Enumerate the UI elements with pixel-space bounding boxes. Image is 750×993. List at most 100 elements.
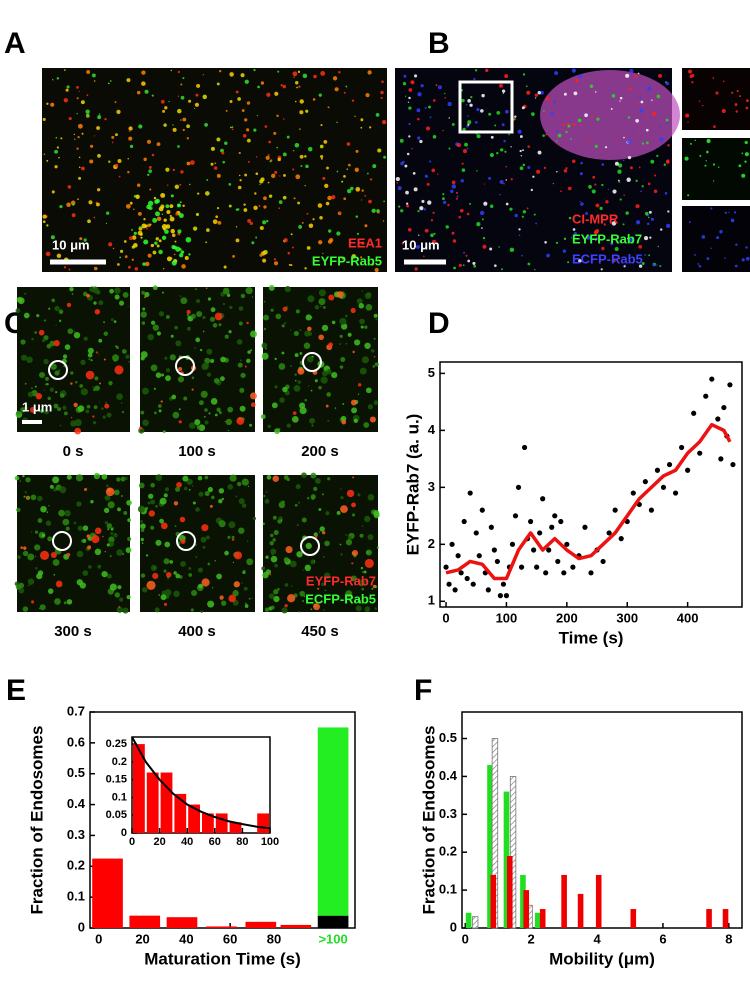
speckle [260, 177, 265, 182]
speckle [607, 188, 609, 191]
speckle [579, 172, 583, 176]
speckle [501, 89, 506, 93]
speckle [140, 311, 147, 318]
speckle [93, 216, 96, 219]
data-point [600, 558, 606, 565]
data-point [464, 575, 470, 582]
speckle [480, 109, 484, 113]
speckle [86, 404, 91, 409]
speckle [479, 210, 485, 216]
speckle [136, 90, 141, 95]
speckle [358, 579, 366, 587]
speckle [617, 169, 622, 174]
speckle [43, 358, 49, 365]
data-point [485, 587, 491, 593]
speckle [360, 199, 363, 201]
speckle [140, 236, 143, 239]
speckle [481, 227, 483, 229]
data-point [531, 547, 537, 553]
speckle [645, 141, 649, 145]
speckle [34, 530, 39, 534]
speckle [721, 109, 726, 114]
speckle [147, 200, 154, 207]
speckle [481, 93, 485, 98]
speckle [355, 186, 361, 192]
speckle [340, 505, 348, 513]
speckle [272, 538, 276, 542]
speckle [357, 493, 361, 497]
speckle [374, 267, 379, 273]
speckle [731, 91, 734, 94]
speckle [286, 423, 291, 428]
speckle [336, 291, 344, 299]
speckle [93, 135, 96, 137]
speckle [64, 509, 71, 517]
speckle [622, 223, 625, 226]
speckle [192, 226, 198, 231]
speckle [180, 170, 184, 174]
speckle [218, 488, 225, 494]
speckle [656, 94, 661, 99]
speckle [310, 494, 316, 500]
chart: 00.10.20.30.40.50.60.70 20 40 60 80 >100Matur… [27, 703, 356, 968]
speckle [195, 298, 201, 304]
speckle [274, 563, 278, 568]
speckle [629, 166, 633, 170]
speckle [178, 408, 181, 411]
speckle [198, 424, 206, 432]
speckle [173, 501, 179, 506]
speckle [160, 522, 168, 530]
speckle [595, 203, 600, 208]
speckle [270, 548, 277, 555]
speckle [70, 382, 73, 385]
speckle [117, 159, 122, 164]
speckle [237, 362, 243, 368]
y-tick-label: 3 [428, 479, 435, 494]
speckle [140, 520, 144, 523]
speckle [42, 214, 47, 219]
speckle [488, 112, 492, 116]
speckle [78, 90, 80, 92]
speckle [250, 392, 257, 400]
speckle [141, 70, 146, 75]
panel-label: A [4, 27, 26, 60]
x-tick-label: 6 [659, 931, 666, 946]
speckle [253, 128, 257, 132]
speckle [689, 142, 692, 145]
speckle [220, 356, 226, 363]
speckle [59, 393, 65, 398]
speckle [205, 287, 208, 289]
speckle [299, 329, 302, 332]
speckle [148, 165, 152, 169]
speckle [103, 331, 109, 336]
speckle [56, 146, 59, 149]
speckle [127, 518, 132, 523]
speckle [151, 94, 154, 97]
data-point [721, 404, 727, 411]
y-tick-label: 0.6 [67, 734, 85, 749]
speckle [738, 164, 742, 168]
speckle [101, 407, 104, 410]
data-point [455, 553, 461, 559]
legend-text: EYFP-Rab7 [306, 573, 376, 588]
speckle [320, 154, 324, 159]
speckle [651, 99, 653, 101]
speckle [518, 234, 521, 237]
speckle [360, 126, 363, 129]
speckle [77, 198, 79, 200]
speckle [664, 192, 668, 195]
speckle [419, 139, 423, 144]
data-point [479, 507, 485, 513]
speckle [353, 418, 358, 423]
speckle [270, 308, 274, 312]
speckle [165, 314, 170, 319]
speckle [282, 306, 288, 312]
speckle [563, 169, 568, 173]
speckle [271, 173, 276, 179]
speckle [142, 307, 146, 311]
speckle [241, 503, 247, 508]
speckle [109, 583, 117, 591]
speckle [156, 244, 160, 248]
speckle [161, 291, 164, 294]
speckle [67, 185, 72, 189]
